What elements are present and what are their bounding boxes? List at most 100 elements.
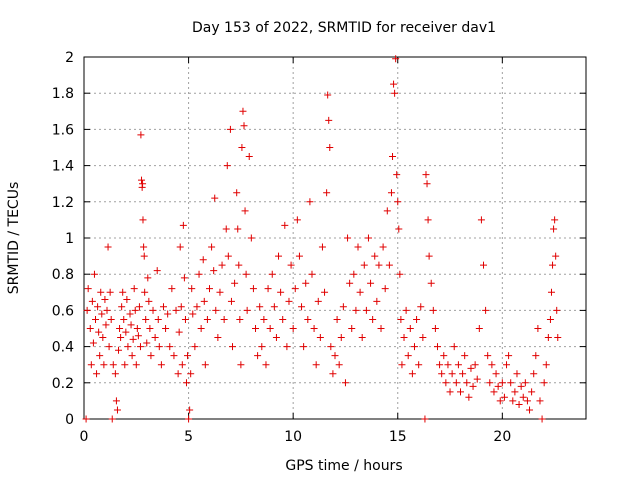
data-point — [314, 297, 322, 305]
data-point — [515, 401, 523, 409]
data-point — [544, 334, 552, 342]
x-tick-label: 15 — [389, 429, 407, 445]
data-point — [178, 361, 186, 369]
data-point — [223, 162, 231, 170]
data-point — [206, 285, 213, 293]
data-point — [177, 303, 185, 311]
data-point — [176, 243, 184, 251]
data-point — [212, 306, 220, 314]
data-point — [201, 361, 209, 369]
data-point — [84, 285, 92, 293]
data-point — [132, 361, 140, 369]
chart-title: Day 153 of 2022, SRMTID for receiver dav… — [192, 20, 496, 36]
x-axis-label: GPS time / hours — [285, 458, 402, 474]
data-point — [469, 382, 477, 390]
data-point — [371, 252, 379, 260]
data-point — [140, 243, 148, 251]
data-point — [102, 321, 110, 329]
data-point — [346, 279, 354, 287]
data-point — [145, 297, 153, 305]
data-point — [185, 415, 193, 423]
data-point — [174, 370, 182, 378]
y-tick-label: 1.4 — [52, 159, 74, 175]
x-tick-label: 0 — [80, 429, 89, 445]
data-point — [536, 397, 544, 405]
data-point — [258, 343, 266, 351]
data-point — [385, 261, 393, 269]
data-point — [526, 406, 534, 414]
data-point — [427, 279, 435, 287]
data-point — [108, 415, 116, 423]
data-point — [130, 285, 138, 293]
data-point — [216, 288, 224, 296]
data-point — [300, 343, 308, 351]
data-point — [415, 361, 423, 369]
data-point — [168, 285, 176, 293]
data-point — [157, 361, 165, 369]
data-point — [200, 297, 208, 305]
data-point — [135, 303, 143, 311]
data-point — [452, 379, 460, 387]
data-point — [304, 315, 312, 323]
data-point — [540, 379, 548, 387]
data-point — [270, 303, 278, 311]
data-point — [421, 415, 429, 423]
data-point — [166, 343, 174, 351]
data-point — [143, 339, 151, 347]
data-point — [379, 243, 387, 251]
data-point — [494, 382, 502, 390]
data-points — [82, 55, 562, 423]
data-point — [538, 415, 546, 423]
data-point — [136, 343, 144, 351]
data-point — [138, 176, 146, 184]
data-point — [260, 315, 268, 323]
data-point — [155, 343, 163, 351]
data-point — [390, 80, 398, 88]
data-point — [329, 370, 337, 378]
data-point — [318, 243, 326, 251]
data-point — [146, 325, 154, 332]
data-point — [103, 306, 111, 314]
data-point — [341, 379, 349, 387]
data-point — [266, 325, 274, 332]
data-point — [239, 107, 247, 115]
data-point — [440, 352, 448, 360]
data-point — [235, 261, 243, 269]
data-point — [362, 306, 370, 314]
data-point — [350, 270, 358, 278]
data-point — [120, 315, 128, 323]
data-point — [391, 89, 399, 97]
data-point — [104, 243, 112, 251]
data-point — [133, 325, 141, 332]
data-point — [182, 379, 190, 387]
data-point — [293, 216, 301, 224]
data-point — [367, 279, 375, 287]
data-point — [88, 297, 96, 305]
data-point — [106, 288, 114, 296]
data-point — [373, 297, 381, 305]
data-point — [181, 315, 189, 323]
data-point — [356, 288, 364, 296]
data-point — [97, 288, 105, 296]
data-point — [358, 334, 366, 342]
data-point — [238, 144, 246, 151]
data-point — [463, 379, 471, 387]
data-point — [532, 352, 540, 360]
data-point — [406, 325, 414, 332]
data-point — [289, 325, 297, 332]
data-point — [419, 334, 427, 342]
y-tick-label: 0.8 — [52, 267, 74, 283]
data-point — [429, 306, 437, 314]
data-point — [465, 393, 473, 401]
data-point — [119, 288, 127, 296]
y-axis-label: SRMTID / TECUs — [6, 182, 22, 295]
data-point — [92, 315, 100, 323]
data-point — [395, 225, 403, 233]
data-point — [528, 388, 536, 396]
data-point — [454, 361, 462, 369]
axis-ticks: 00.20.40.60.811.21.41.61.820 5 10 15 20 — [52, 50, 586, 445]
data-point — [113, 406, 121, 414]
data-point — [121, 361, 129, 369]
data-point — [306, 198, 314, 206]
